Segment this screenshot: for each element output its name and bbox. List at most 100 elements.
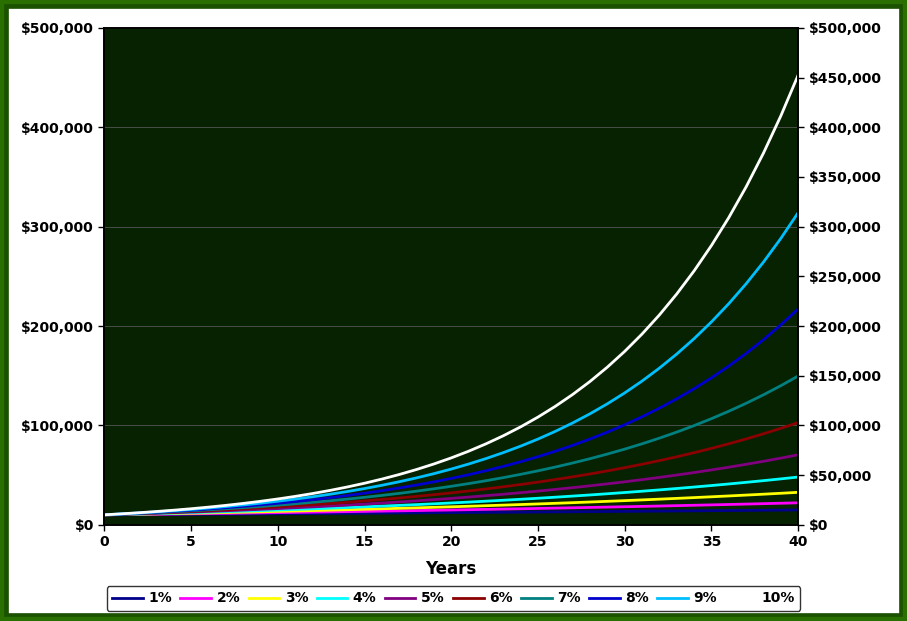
4% xyxy=(654,486,665,494)
4% xyxy=(775,475,786,483)
2% xyxy=(272,509,283,516)
10% xyxy=(741,183,752,191)
9% xyxy=(602,400,613,407)
8% xyxy=(133,509,144,517)
6% xyxy=(133,510,144,517)
4% xyxy=(550,494,561,501)
9% xyxy=(186,505,197,513)
9% xyxy=(532,435,543,443)
4% xyxy=(602,490,613,497)
4% xyxy=(99,511,110,519)
4% xyxy=(446,499,457,507)
3% xyxy=(671,495,682,502)
2% xyxy=(463,506,474,514)
6% xyxy=(307,501,318,509)
4% xyxy=(169,509,180,517)
4% xyxy=(688,483,699,491)
10% xyxy=(428,460,439,468)
6% xyxy=(515,481,526,488)
6% xyxy=(342,499,353,506)
10% xyxy=(602,363,613,371)
5% xyxy=(463,493,474,501)
6% xyxy=(550,476,561,483)
2% xyxy=(99,511,110,519)
1% xyxy=(567,508,578,515)
7% xyxy=(515,471,526,478)
5% xyxy=(376,499,387,507)
10% xyxy=(116,510,127,517)
Line: 1%: 1% xyxy=(104,510,798,515)
5% xyxy=(758,458,769,465)
4% xyxy=(567,492,578,500)
3% xyxy=(238,509,249,516)
1% xyxy=(793,506,804,514)
2% xyxy=(325,508,336,515)
6% xyxy=(255,504,266,512)
10% xyxy=(376,475,387,483)
8% xyxy=(758,336,769,343)
4% xyxy=(724,480,735,487)
2% xyxy=(481,505,492,513)
2% xyxy=(133,510,144,518)
4% xyxy=(116,510,127,518)
7% xyxy=(99,511,110,519)
8% xyxy=(272,499,283,507)
6% xyxy=(151,509,161,517)
5% xyxy=(532,487,543,495)
4% xyxy=(220,508,231,515)
2% xyxy=(567,504,578,512)
7% xyxy=(637,440,648,448)
8% xyxy=(515,458,526,466)
7% xyxy=(255,503,266,510)
3% xyxy=(532,500,543,507)
4% xyxy=(585,491,596,499)
8% xyxy=(394,484,405,492)
9% xyxy=(515,442,526,450)
10% xyxy=(758,150,769,157)
7% xyxy=(775,382,786,389)
4% xyxy=(619,489,630,496)
10% xyxy=(307,490,318,497)
5% xyxy=(133,510,144,517)
4% xyxy=(376,502,387,510)
7% xyxy=(220,505,231,512)
3% xyxy=(99,511,110,519)
5% xyxy=(446,495,457,502)
6% xyxy=(602,467,613,474)
6% xyxy=(203,507,214,514)
7% xyxy=(550,463,561,471)
8% xyxy=(307,496,318,504)
5% xyxy=(116,510,127,518)
8% xyxy=(238,502,249,510)
5% xyxy=(706,466,717,474)
2% xyxy=(116,511,127,519)
4% xyxy=(203,509,214,516)
7% xyxy=(342,496,353,503)
4% xyxy=(463,499,474,506)
9% xyxy=(255,499,266,507)
6% xyxy=(220,506,231,514)
8% xyxy=(619,421,630,428)
5% xyxy=(411,497,422,504)
Line: 8%: 8% xyxy=(104,309,798,515)
9% xyxy=(342,488,353,496)
7% xyxy=(307,499,318,506)
Line: 3%: 3% xyxy=(104,492,798,515)
2% xyxy=(446,506,457,514)
2% xyxy=(793,499,804,507)
9% xyxy=(498,449,509,456)
4% xyxy=(272,506,283,514)
7% xyxy=(463,480,474,487)
8% xyxy=(428,478,439,486)
1% xyxy=(220,510,231,518)
4% xyxy=(133,510,144,518)
10% xyxy=(671,290,682,297)
7% xyxy=(481,477,492,484)
4% xyxy=(758,477,769,484)
4% xyxy=(186,509,197,517)
9% xyxy=(706,318,717,325)
6% xyxy=(654,457,665,465)
3% xyxy=(186,509,197,517)
7% xyxy=(724,407,735,415)
1% xyxy=(724,507,735,514)
